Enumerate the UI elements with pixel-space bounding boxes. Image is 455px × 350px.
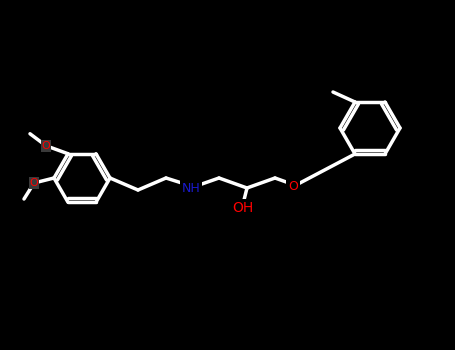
Text: NH: NH [182, 182, 200, 195]
Text: O: O [30, 178, 38, 188]
Text: OH: OH [233, 201, 253, 215]
Text: O: O [288, 180, 298, 193]
Text: O: O [41, 141, 51, 151]
